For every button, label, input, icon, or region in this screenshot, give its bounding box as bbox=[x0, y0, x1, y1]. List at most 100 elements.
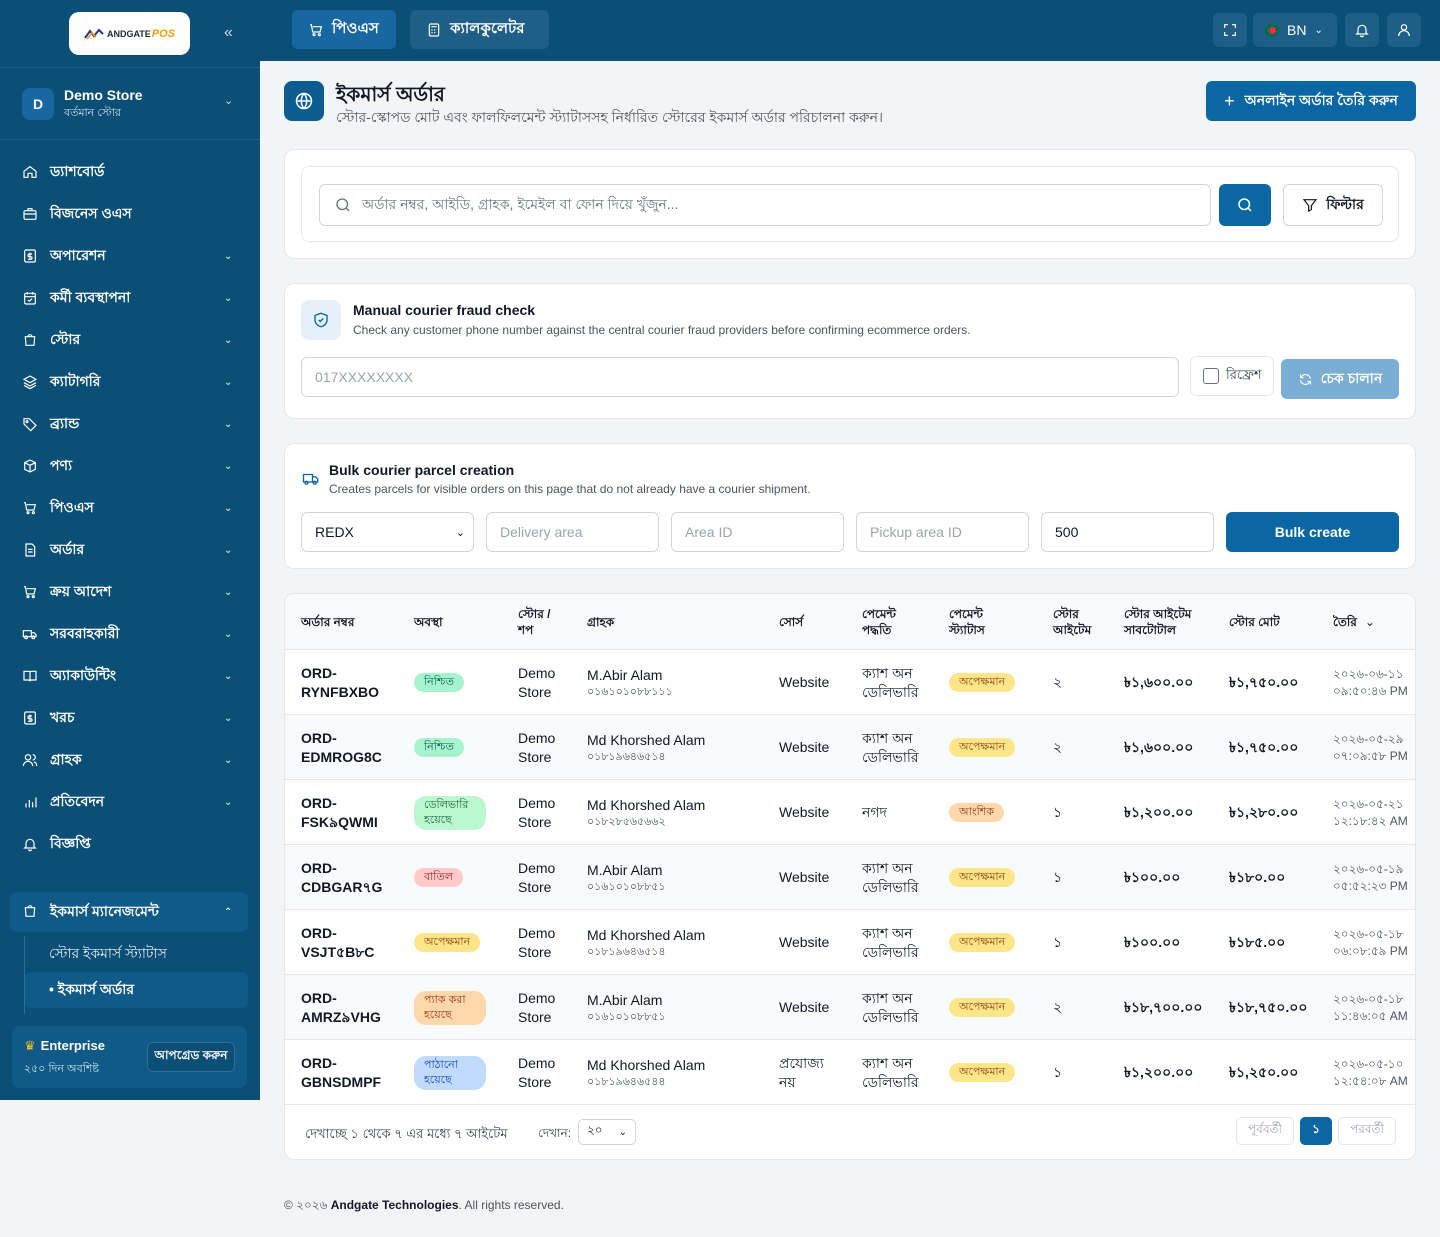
previous-page-button[interactable]: পূর্ববর্তী bbox=[1236, 1117, 1294, 1145]
chevron-down-icon: ⌄ bbox=[455, 526, 465, 539]
per-page-select[interactable]: ২০ ⌄ bbox=[578, 1119, 636, 1145]
sidebar-item-10[interactable]: অর্ডার ⌄ bbox=[0, 529, 260, 571]
sidebar-item-1[interactable]: ড্যাশবোর্ড bbox=[0, 151, 260, 193]
fraud-check-card: Manual courier fraud check Check any cus… bbox=[284, 283, 1416, 419]
header-store-items[interactable]: স্টোর আইটেম bbox=[1053, 607, 1092, 637]
calculator-button[interactable]: ক্যালকুলেটর bbox=[410, 10, 549, 49]
order-number-cell[interactable]: ORD- GBNSDMPF bbox=[301, 1040, 401, 1105]
fullscreen-button[interactable] bbox=[1213, 13, 1247, 47]
source-value: Website bbox=[779, 934, 830, 950]
pos-button[interactable]: পিওএস bbox=[292, 10, 396, 49]
table-row[interactable]: ORD- CDBGAR৭G বাতিল Demo Store M.Abir Alam ০১৬… bbox=[285, 845, 1415, 910]
weight-value: 500 bbox=[1055, 524, 1079, 540]
dollar-icon bbox=[22, 248, 38, 264]
customer-name: Md Khorshed Alam bbox=[587, 926, 706, 943]
sidebar-item-14[interactable]: খরচ ⌄ bbox=[0, 697, 260, 739]
chevron-up-icon: ⌃ bbox=[224, 906, 233, 918]
header-store-item-subtotal[interactable]: স্টোর আইটেম সাবটোটাল bbox=[1124, 607, 1192, 637]
sidebar-subitem-store-ecommerce-status[interactable]: স্টোর ইকমার্স স্ট্যাটাস bbox=[49, 945, 167, 961]
sidebar-item-7[interactable]: ব্র্যান্ড ⌄ bbox=[0, 403, 260, 445]
created-time: ০৫:৫২:২৩ PM bbox=[1333, 878, 1408, 893]
store-line-1: Demo bbox=[518, 989, 556, 1006]
header-customer[interactable]: গ্রাহক bbox=[587, 615, 615, 629]
area-id-input[interactable]: Area ID bbox=[671, 512, 844, 552]
create-online-order-button[interactable]: + অনলাইন অর্ডার তৈরি করুন bbox=[1206, 81, 1416, 121]
sidebar-subitem-ecommerce-orders[interactable]: • ইকমার্স অর্ডার bbox=[25, 972, 248, 1008]
sidebar-item-15[interactable]: গ্রাহক ⌄ bbox=[0, 739, 260, 781]
filter-button[interactable]: ফিল্টার bbox=[1283, 184, 1383, 226]
page-1-button[interactable]: ১ bbox=[1300, 1117, 1332, 1145]
items-cell: ১ bbox=[1053, 934, 1063, 950]
sidebar-item-8[interactable]: পণ্য ⌄ bbox=[0, 445, 260, 487]
store-cell: Demo Store bbox=[518, 1040, 578, 1105]
store-selector[interactable]: D Demo Store বর্তমান স্টোর ⌄ bbox=[0, 67, 260, 140]
chevron-down-icon: ⌄ bbox=[224, 628, 233, 640]
table-row[interactable]: ORD- EDMROG8C নিশ্চিত Demo Store Md Khorshed … bbox=[285, 715, 1415, 780]
sidebar-item-5[interactable]: স্টোর ⌄ bbox=[0, 319, 260, 361]
store-cell: Demo Store bbox=[518, 650, 578, 715]
sidebar-item-9[interactable]: পিওএস ⌄ bbox=[0, 487, 260, 529]
header-created[interactable]: তৈরি ⌄ bbox=[1333, 594, 1393, 650]
status-cell: প্যাক করা হয়েছে bbox=[414, 975, 509, 1040]
sidebar-item-6[interactable]: ক্যাটাগরি ⌄ bbox=[0, 361, 260, 403]
user-menu-button[interactable] bbox=[1387, 13, 1421, 47]
courier-select[interactable]: REDX ⌄ bbox=[301, 512, 474, 552]
sidebar-item-4[interactable]: কর্মী ব্যবস্থাপনা ⌄ bbox=[0, 277, 260, 319]
search-input[interactable]: অর্ডার নম্বর, আইডি, গ্রাহক, ইমেইল বা ফোন… bbox=[319, 184, 1211, 226]
header-source[interactable]: সোর্স bbox=[779, 615, 804, 629]
table-row[interactable]: ORD- RYNFBXBO নিশ্চিত Demo Store M.Abir Alam ০… bbox=[285, 650, 1415, 715]
subtotal-cell: ৳১০০.০০ bbox=[1124, 869, 1181, 885]
logo[interactable]: ANDGATE POS bbox=[69, 12, 190, 55]
notifications-button[interactable] bbox=[1345, 13, 1379, 47]
bulk-create-button[interactable]: Bulk create bbox=[1226, 512, 1399, 552]
sidebar-item-ecommerce-management[interactable]: ইকমার্স ম্যানেজমেন্ট ⌃ bbox=[10, 892, 248, 932]
header-payment-status[interactable]: পেমেন্ট স্ট্যাটাস bbox=[949, 607, 985, 637]
table-row[interactable]: ORD- GBNSDMPF পাঠানো হয়েছে Demo Store Md Kho… bbox=[285, 1040, 1415, 1105]
refresh-checkbox[interactable]: রিফ্রেশ bbox=[1190, 356, 1274, 396]
table-row[interactable]: ORD- FSK৯QWMI ডেলিভারি হয়েছে Demo Store Md K… bbox=[285, 780, 1415, 845]
store-name: Demo Store bbox=[64, 87, 143, 103]
sidebar-item-12[interactable]: সরবরাহকারী ⌄ bbox=[0, 613, 260, 655]
customer-phone: ০১৮১৯৬৪৬৫৪৪ bbox=[587, 1075, 666, 1088]
pickup-area-id-input[interactable]: Pickup area ID bbox=[856, 512, 1029, 552]
logo-mark-icon bbox=[84, 28, 104, 39]
order-number-cell[interactable]: ORD- RYNFBXBO bbox=[301, 650, 401, 715]
order-prefix: ORD- bbox=[301, 859, 337, 876]
header-store-total[interactable]: স্টোর মোট bbox=[1229, 615, 1280, 629]
phone-input[interactable]: 017XXXXXXXX bbox=[301, 357, 1179, 397]
upgrade-button[interactable]: আপগ্রেড করুন bbox=[147, 1042, 235, 1072]
delivery-area-input[interactable]: Delivery area bbox=[486, 512, 659, 552]
sidebar-item-16[interactable]: প্রতিবেদন ⌄ bbox=[0, 781, 260, 823]
next-page-button[interactable]: পরবর্তী bbox=[1338, 1117, 1396, 1145]
created-cell: ২০২৬-০৫-২৯ ০৭:০৯:৫৮ PM bbox=[1333, 715, 1415, 780]
run-check-button[interactable]: চেক চালান bbox=[1281, 359, 1399, 399]
order-number-cell[interactable]: ORD- CDBGAR৭G bbox=[301, 845, 401, 910]
customer-name: Md Khorshed Alam bbox=[587, 1056, 706, 1073]
store-cell: Demo Store bbox=[518, 975, 578, 1040]
payment-method-cell: ক্যাশ অন ডেলিভারি bbox=[862, 845, 937, 910]
order-number-cell[interactable]: ORD- EDMROG8C bbox=[301, 715, 401, 780]
source-cell: প্রযোজ্য নয় bbox=[779, 1040, 849, 1105]
collapse-sidebar-icon[interactable]: « bbox=[224, 24, 233, 41]
header-store[interactable]: স্টোর / শপ bbox=[518, 607, 551, 637]
table-row[interactable]: ORD- VSJT৫B৮C অপেক্ষমান Demo Store Md Khorshe… bbox=[285, 910, 1415, 975]
order-number-cell[interactable]: ORD- VSJT৫B৮C bbox=[301, 910, 401, 975]
store-line-1: Demo bbox=[518, 794, 556, 811]
sidebar-item-13[interactable]: অ্যাকাউন্টিং ⌄ bbox=[0, 655, 260, 697]
header-payment-method[interactable]: পেমেন্ট পদ্ধতি bbox=[862, 607, 896, 637]
sidebar-item-3[interactable]: অপারেশন ⌄ bbox=[0, 235, 260, 277]
sidebar-item-17[interactable]: বিজ্ঞপ্তি bbox=[0, 823, 260, 865]
status-badge: অপেক্ষমান bbox=[414, 933, 481, 952]
table-row[interactable]: ORD- AMRZ৯VHG প্যাক করা হয়েছে Demo Store M.A… bbox=[285, 975, 1415, 1040]
weight-input[interactable]: 500 bbox=[1041, 512, 1214, 552]
plan-remaining: ২৫০ দিন অবশিষ্ট bbox=[24, 1063, 99, 1075]
language-selector[interactable]: BN ⌄ bbox=[1253, 13, 1337, 47]
header-order-number[interactable]: অর্ডার নম্বর bbox=[301, 615, 355, 629]
sidebar-item-11[interactable]: ক্রয় আদেশ ⌄ bbox=[0, 571, 260, 613]
header-status[interactable]: অবস্থা bbox=[414, 615, 443, 629]
order-number-cell[interactable]: ORD- FSK৯QWMI bbox=[301, 780, 401, 845]
sidebar-item-label: অর্ডার bbox=[50, 541, 85, 557]
sidebar-item-2[interactable]: বিজনেস ওএস bbox=[0, 193, 260, 235]
search-button[interactable] bbox=[1219, 184, 1271, 226]
order-number-cell[interactable]: ORD- AMRZ৯VHG bbox=[301, 975, 401, 1040]
